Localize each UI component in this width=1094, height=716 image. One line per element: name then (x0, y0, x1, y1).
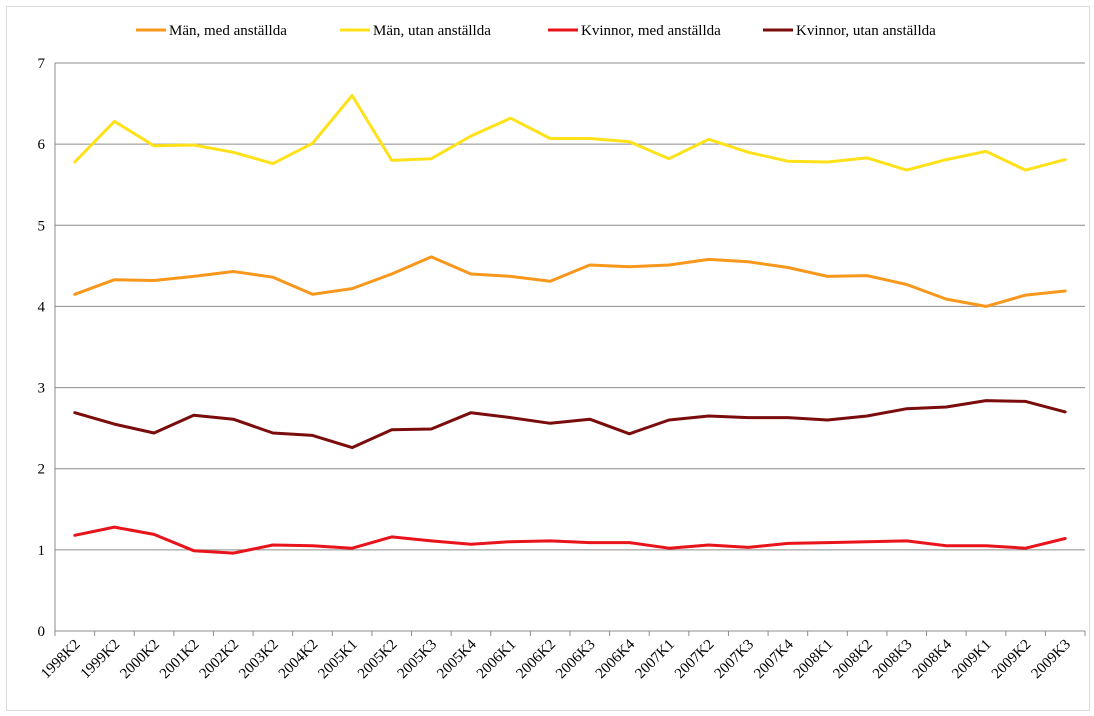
x-tick-label: 2009K3 (1029, 637, 1074, 682)
y-tick-label: 5 (38, 218, 46, 234)
x-tick-label: 2008K2 (830, 637, 875, 682)
x-tick-label: 2005K4 (434, 636, 480, 682)
series-line (73, 525, 1067, 555)
x-tick-label: 2006K4 (593, 636, 639, 682)
x-tick-label: 2007K2 (672, 637, 717, 682)
legend-label: Män, med anställda (169, 23, 287, 39)
x-tick-label: 2008K4 (910, 636, 956, 682)
x-tick-label: 1998K2 (38, 637, 83, 682)
y-tick-label: 2 (38, 462, 46, 478)
y-tick-label: 6 (38, 137, 46, 153)
x-tick-label: 2006K2 (514, 637, 559, 682)
x-tick-label: 2004K2 (276, 637, 321, 682)
x-tick-label: 2005K3 (395, 637, 440, 682)
series-line (73, 399, 1067, 450)
legend-label: Kvinnor, med anställda (581, 23, 721, 39)
x-tick-label: 2002K2 (197, 637, 242, 682)
legend: Män, med anställda Män, utan anställda Kvi… (136, 23, 936, 39)
y-tick-label: 1 (38, 543, 46, 559)
axes (54, 63, 1086, 636)
x-tick-label: 2007K4 (751, 636, 797, 682)
series-line (73, 255, 1067, 308)
x-tick-label: 2009K2 (989, 637, 1034, 682)
legend-label: Män, utan anställda (373, 23, 491, 39)
x-tick-label: 2007K3 (712, 637, 757, 682)
gridlines (55, 62, 1085, 551)
y-tick-label: 4 (38, 299, 46, 315)
x-tick-label: 2006K1 (474, 637, 519, 682)
series-lines (73, 94, 1067, 555)
x-tick-label: 2003K2 (236, 637, 281, 682)
x-tick-label: 2008K3 (870, 637, 915, 682)
x-tick-label: 2005K2 (355, 637, 400, 682)
y-tick-labels: 0 1 2 3 4 5 6 7 (38, 56, 46, 640)
x-tick-label: 1999K2 (78, 637, 123, 682)
y-tick-label: 0 (38, 624, 46, 640)
y-tick-label: 7 (38, 56, 46, 72)
x-tick-label: 2009K1 (949, 637, 994, 682)
legend-label: Kvinnor, utan anställda (796, 23, 936, 39)
x-tick-label: 2000K2 (117, 637, 162, 682)
x-tick-label: 2001K2 (157, 637, 202, 682)
y-tick-label: 3 (38, 381, 46, 397)
x-tick-label: 2006K3 (553, 637, 598, 682)
x-tick-label: 2008K1 (791, 637, 836, 682)
chart-frame (6, 6, 1090, 711)
x-tick-label: 2007K1 (632, 637, 677, 682)
x-tick-label: 2005K1 (315, 637, 360, 682)
series-line (73, 94, 1067, 172)
x-tick-labels: 1998K21999K22000K22001K22002K22003K22004… (38, 636, 1074, 682)
